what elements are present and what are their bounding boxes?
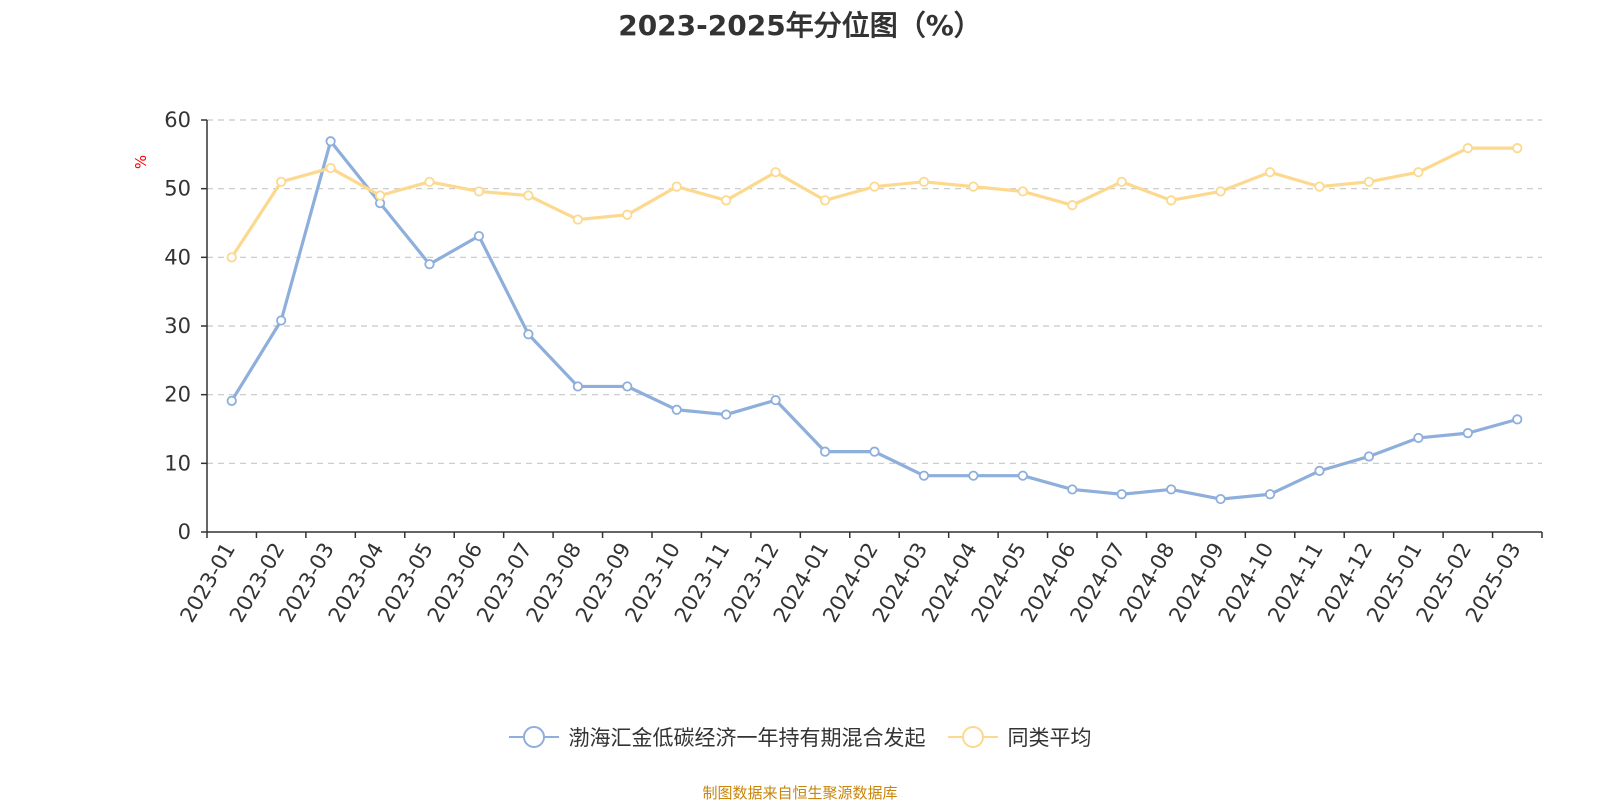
data-point xyxy=(325,162,336,174)
y-axis-label: % xyxy=(132,155,150,169)
series-lines xyxy=(226,136,1523,505)
data-point xyxy=(325,136,336,147)
legend-label: 渤海汇金低碳经济一年持有期混合发起 xyxy=(568,726,926,750)
legend-label: 同类平均 xyxy=(1007,726,1092,750)
data-point xyxy=(226,252,237,263)
data-point xyxy=(1413,167,1424,178)
data-point xyxy=(918,176,930,187)
data-point xyxy=(424,176,435,187)
data-point xyxy=(869,446,880,457)
data-point xyxy=(968,181,979,192)
data-point xyxy=(770,167,781,178)
data-point xyxy=(671,404,682,415)
data-point xyxy=(1363,451,1375,462)
data-point xyxy=(226,395,237,406)
data-point xyxy=(819,195,831,206)
data-point xyxy=(819,446,831,457)
data-point xyxy=(1166,195,1177,206)
series-line xyxy=(230,146,1518,259)
data-point xyxy=(1314,181,1325,192)
legend-item-1[interactable]: 渤海汇金低碳经济一年持有期混合发起 xyxy=(508,722,926,752)
data-point xyxy=(1166,484,1177,495)
data-point xyxy=(523,329,534,340)
data-point xyxy=(918,470,930,481)
data-point xyxy=(1462,143,1473,154)
data-point xyxy=(622,381,633,392)
data-point xyxy=(721,195,732,206)
data-point xyxy=(622,209,633,220)
data-point xyxy=(1116,489,1127,500)
y-tick-label: 20 xyxy=(164,383,191,407)
data-point xyxy=(1314,465,1325,476)
data-point xyxy=(671,181,682,192)
data-point xyxy=(276,315,287,326)
data-point xyxy=(1512,143,1523,154)
grid-lines xyxy=(207,119,1542,464)
y-tick-label: 0 xyxy=(178,520,191,544)
y-tick-label: 50 xyxy=(164,177,191,201)
series-1 xyxy=(226,136,1523,505)
data-point xyxy=(523,190,534,201)
data-point xyxy=(424,259,435,270)
source-note: 制图数据来自恒生聚源数据库 xyxy=(702,784,898,802)
data-point xyxy=(1413,432,1424,444)
y-tick-label: 60 xyxy=(164,108,191,132)
series-2 xyxy=(226,143,1523,263)
y-tick-label: 10 xyxy=(164,451,191,475)
y-tick-label: 40 xyxy=(164,245,191,269)
data-point xyxy=(1264,489,1276,500)
data-point xyxy=(1363,176,1375,187)
data-point xyxy=(572,381,583,392)
data-point xyxy=(1067,484,1078,495)
data-point xyxy=(770,395,781,406)
data-point xyxy=(1462,428,1473,439)
data-point xyxy=(1067,200,1078,211)
data-point xyxy=(968,470,979,481)
data-point xyxy=(374,190,386,201)
data-point xyxy=(572,214,583,225)
y-tick-label: 30 xyxy=(164,314,191,338)
legend-marker-icon xyxy=(947,726,998,748)
data-point xyxy=(869,181,880,192)
data-point xyxy=(1215,186,1226,197)
data-point xyxy=(1215,493,1226,505)
data-point xyxy=(1512,414,1523,425)
data-point xyxy=(1017,470,1028,481)
legend: 渤海汇金低碳经济一年持有期混合发起 同类平均 xyxy=(0,722,1600,752)
data-point xyxy=(1264,167,1276,178)
data-point xyxy=(1116,176,1127,187)
series-line xyxy=(230,139,1518,501)
data-point xyxy=(473,230,485,242)
legend-item-2[interactable]: 同类平均 xyxy=(947,722,1092,752)
data-point xyxy=(721,409,732,420)
chart-title: 2023-2025年分位图（%） xyxy=(618,9,982,42)
data-point xyxy=(1017,186,1028,197)
data-point xyxy=(473,186,485,197)
legend-marker-icon xyxy=(508,726,559,748)
data-point xyxy=(276,176,287,187)
